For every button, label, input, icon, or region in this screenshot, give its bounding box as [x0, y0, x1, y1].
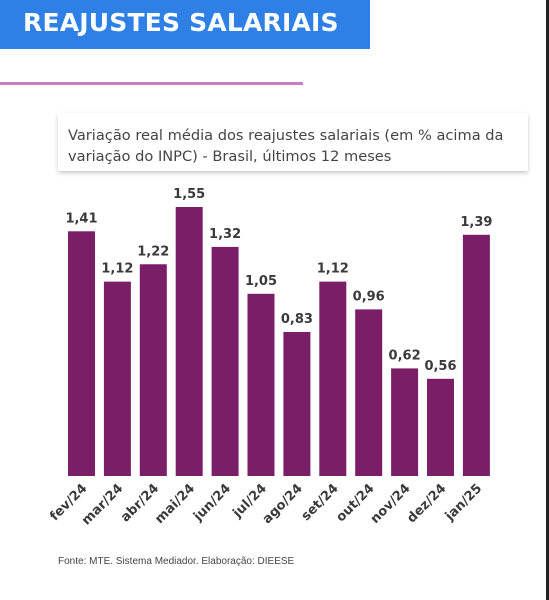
bar-fev/24: [68, 231, 95, 476]
data-label: 0,56: [424, 359, 456, 374]
data-label: 0,96: [353, 289, 385, 304]
data-label: 1,41: [65, 211, 97, 226]
data-label: 1,05: [245, 274, 277, 289]
bar-mai/24: [175, 207, 203, 476]
bar-jun/24: [211, 246, 239, 476]
bar-jul/24: [247, 293, 275, 476]
x-tick-label: ago/24: [260, 481, 306, 527]
chart-subtitle-box: Variação real média dos reajustes salari…: [58, 113, 528, 171]
bar-jan/25: [462, 234, 490, 476]
data-label: 1,32: [209, 227, 241, 242]
x-tick-label: nov/24: [368, 481, 414, 527]
data-label: 1,22: [137, 244, 169, 259]
data-label: 1,12: [101, 262, 133, 277]
x-tick-label: dez/24: [404, 481, 449, 526]
bar-dez/24: [427, 378, 454, 476]
bar-nov/24: [391, 368, 419, 476]
source-note: Fonte: MTE. Sistema Mediador. Elaboração…: [58, 556, 295, 567]
bar-mar/24: [103, 281, 131, 476]
data-label: 1,55: [173, 187, 205, 202]
data-label: 1,39: [460, 215, 492, 230]
bar-abr/24: [139, 264, 167, 476]
page-title: REAJUSTES SALARIAIS: [23, 8, 339, 37]
bar-set/24: [319, 281, 347, 476]
bar-ago/24: [283, 331, 311, 476]
x-tick-label: jan/25: [442, 481, 485, 524]
data-label: 0,83: [281, 312, 313, 327]
title-banner: REAJUSTES SALARIAIS: [0, 0, 370, 49]
x-tick-label: mai/24: [152, 481, 198, 527]
image-edge: [546, 0, 549, 600]
x-tick-label: jun/24: [190, 481, 234, 525]
bar-out/24: [355, 309, 383, 476]
data-label: 1,12: [317, 262, 349, 277]
chart-subtitle: Variação real média dos reajustes salari…: [68, 127, 504, 165]
data-label: 0,62: [389, 348, 421, 363]
title-divider: [0, 82, 303, 85]
